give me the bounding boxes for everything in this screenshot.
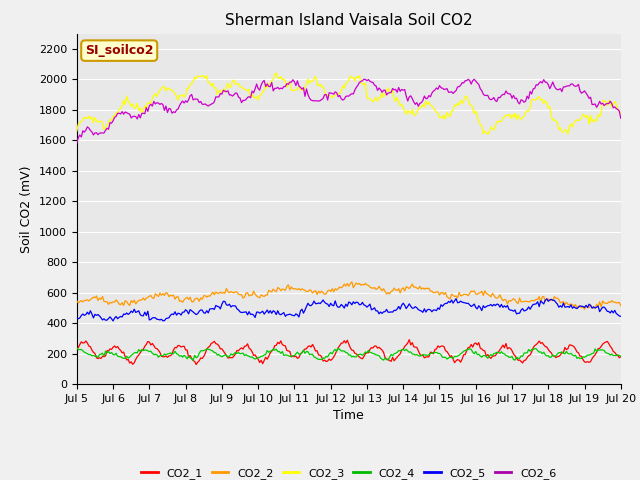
Text: SI_soilco2: SI_soilco2: [85, 44, 154, 57]
Legend: CO2_1, CO2_2, CO2_3, CO2_4, CO2_5, CO2_6: CO2_1, CO2_2, CO2_3, CO2_4, CO2_5, CO2_6: [136, 464, 561, 480]
Y-axis label: Soil CO2 (mV): Soil CO2 (mV): [20, 165, 33, 252]
Title: Sherman Island Vaisala Soil CO2: Sherman Island Vaisala Soil CO2: [225, 13, 472, 28]
X-axis label: Time: Time: [333, 409, 364, 422]
